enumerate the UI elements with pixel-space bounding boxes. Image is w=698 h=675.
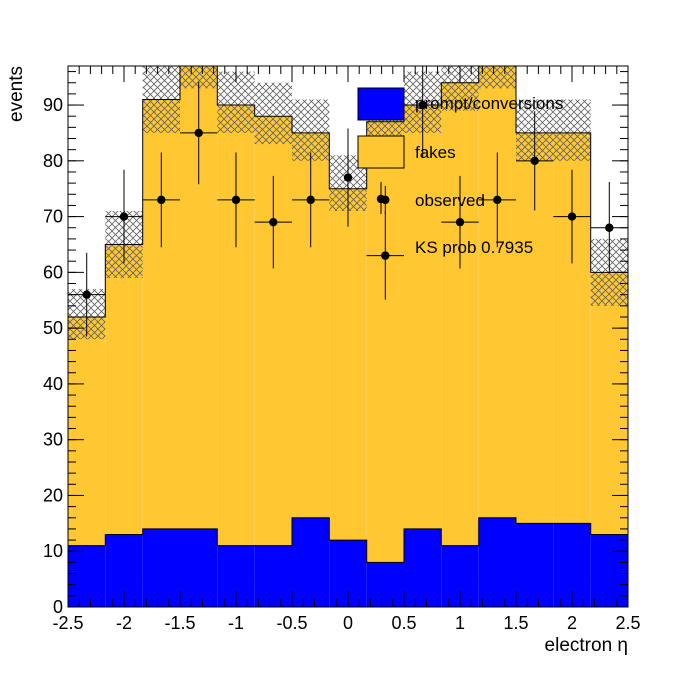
- y-tick-label: 10: [43, 541, 63, 561]
- y-axis-ticks: 0 10 20 30 40 50 60 70 80 90: [43, 71, 628, 617]
- y-tick-label: 50: [43, 318, 63, 338]
- observed-point: [455, 217, 465, 227]
- uncertainty-band: [180, 66, 218, 89]
- observed-point: [82, 290, 91, 299]
- x-axis-ticks: -2.5 -2 -1.5 -1 -0.5 0 0.5 1 1.5 2 2.5: [52, 66, 641, 633]
- prompt-conversions-bar: [590, 534, 628, 607]
- prompt-conversions-outline: [68, 517, 628, 607]
- y-tick-label: 30: [43, 430, 63, 450]
- fakes-bar: [68, 316, 106, 546]
- prompt-conversions-bar: [404, 528, 442, 607]
- observed-points: [68, 66, 628, 337]
- legend-ks-probability: KS prob 0.7935: [415, 238, 533, 257]
- y-tick-label: 20: [43, 485, 63, 505]
- x-axis-label: electron η: [545, 635, 628, 656]
- x-tick-label: 0.5: [391, 613, 416, 633]
- uncertainty-band: [254, 82, 292, 145]
- fakes-bar: [441, 82, 479, 546]
- y-tick-label: 70: [43, 207, 63, 227]
- observed-point: [605, 223, 614, 232]
- y-tick-label: 90: [43, 95, 63, 115]
- uncertainty-band: [478, 66, 516, 89]
- prompt-conversions-bar: [516, 523, 554, 607]
- uncertainty-band: [553, 99, 591, 161]
- x-tick-label: -1.5: [164, 613, 195, 633]
- legend: prompt/conversions fakes observed KS pro…: [357, 87, 563, 257]
- x-tick-label: 0: [343, 613, 353, 633]
- legend-marker-observed: [376, 194, 386, 204]
- legend-swatch-prompt-conversions: [357, 87, 405, 121]
- prompt-conversions-bar: [292, 517, 330, 607]
- observed-point: [157, 195, 166, 205]
- fakes-bar: [329, 188, 367, 541]
- observed-point: [306, 195, 315, 205]
- fakes-bar: [478, 66, 516, 518]
- legend-label-observed: observed: [415, 191, 485, 210]
- observed-point: [343, 173, 353, 182]
- prompt-conversions-bar: [142, 528, 180, 607]
- y-tick-label: 60: [43, 262, 63, 282]
- x-tick-label: 2.5: [615, 613, 640, 633]
- prompt-conversions-bar: [366, 562, 404, 607]
- x-tick-label: -2: [116, 613, 132, 633]
- y-tick-label: 0: [53, 597, 63, 617]
- fakes-bar: [105, 244, 143, 535]
- plot-area: -2.5 -2 -1.5 -1 -0.5 0 0.5 1 1.5 2 2.5 0 10 20 30 40 50…: [43, 65, 641, 633]
- fakes-bar: [404, 105, 442, 529]
- observed-point: [418, 100, 427, 110]
- stack-total-outline: [68, 66, 628, 607]
- fakes-bar: [590, 272, 628, 535]
- prompt-conversions-bar: [68, 545, 106, 607]
- legend-label-fakes: fakes: [415, 143, 456, 162]
- observed-point: [493, 195, 502, 205]
- x-tick-label: 2: [567, 613, 577, 633]
- stack-outlines: [68, 66, 628, 607]
- prompt-conversions-bar: [254, 545, 292, 607]
- y-tick-label: 40: [43, 374, 63, 394]
- legend-label-prompt-conversions: prompt/conversions: [415, 94, 563, 113]
- observed-point: [269, 217, 278, 227]
- y-tick-label: 80: [43, 151, 63, 171]
- observed-point: [119, 212, 129, 221]
- x-tick-label: 1.5: [503, 613, 528, 633]
- stacked-fills: [68, 66, 628, 607]
- x-tick-label: 1: [455, 613, 465, 633]
- legend-swatch-fakes: [357, 135, 405, 169]
- x-tick-label: -1: [228, 613, 244, 633]
- observed-point: [231, 195, 241, 205]
- x-tick-label: -0.5: [276, 613, 307, 633]
- prompt-conversions-bar: [478, 517, 516, 607]
- observed-point: [530, 156, 539, 166]
- uncertainty-band: [292, 99, 330, 161]
- x-tick-label: -2.5: [52, 613, 83, 633]
- observed-point: [381, 251, 390, 260]
- y-axis-label: events: [6, 66, 27, 122]
- observed-point: [567, 212, 577, 221]
- prompt-conversions-bar: [180, 528, 218, 607]
- observed-point: [194, 128, 203, 138]
